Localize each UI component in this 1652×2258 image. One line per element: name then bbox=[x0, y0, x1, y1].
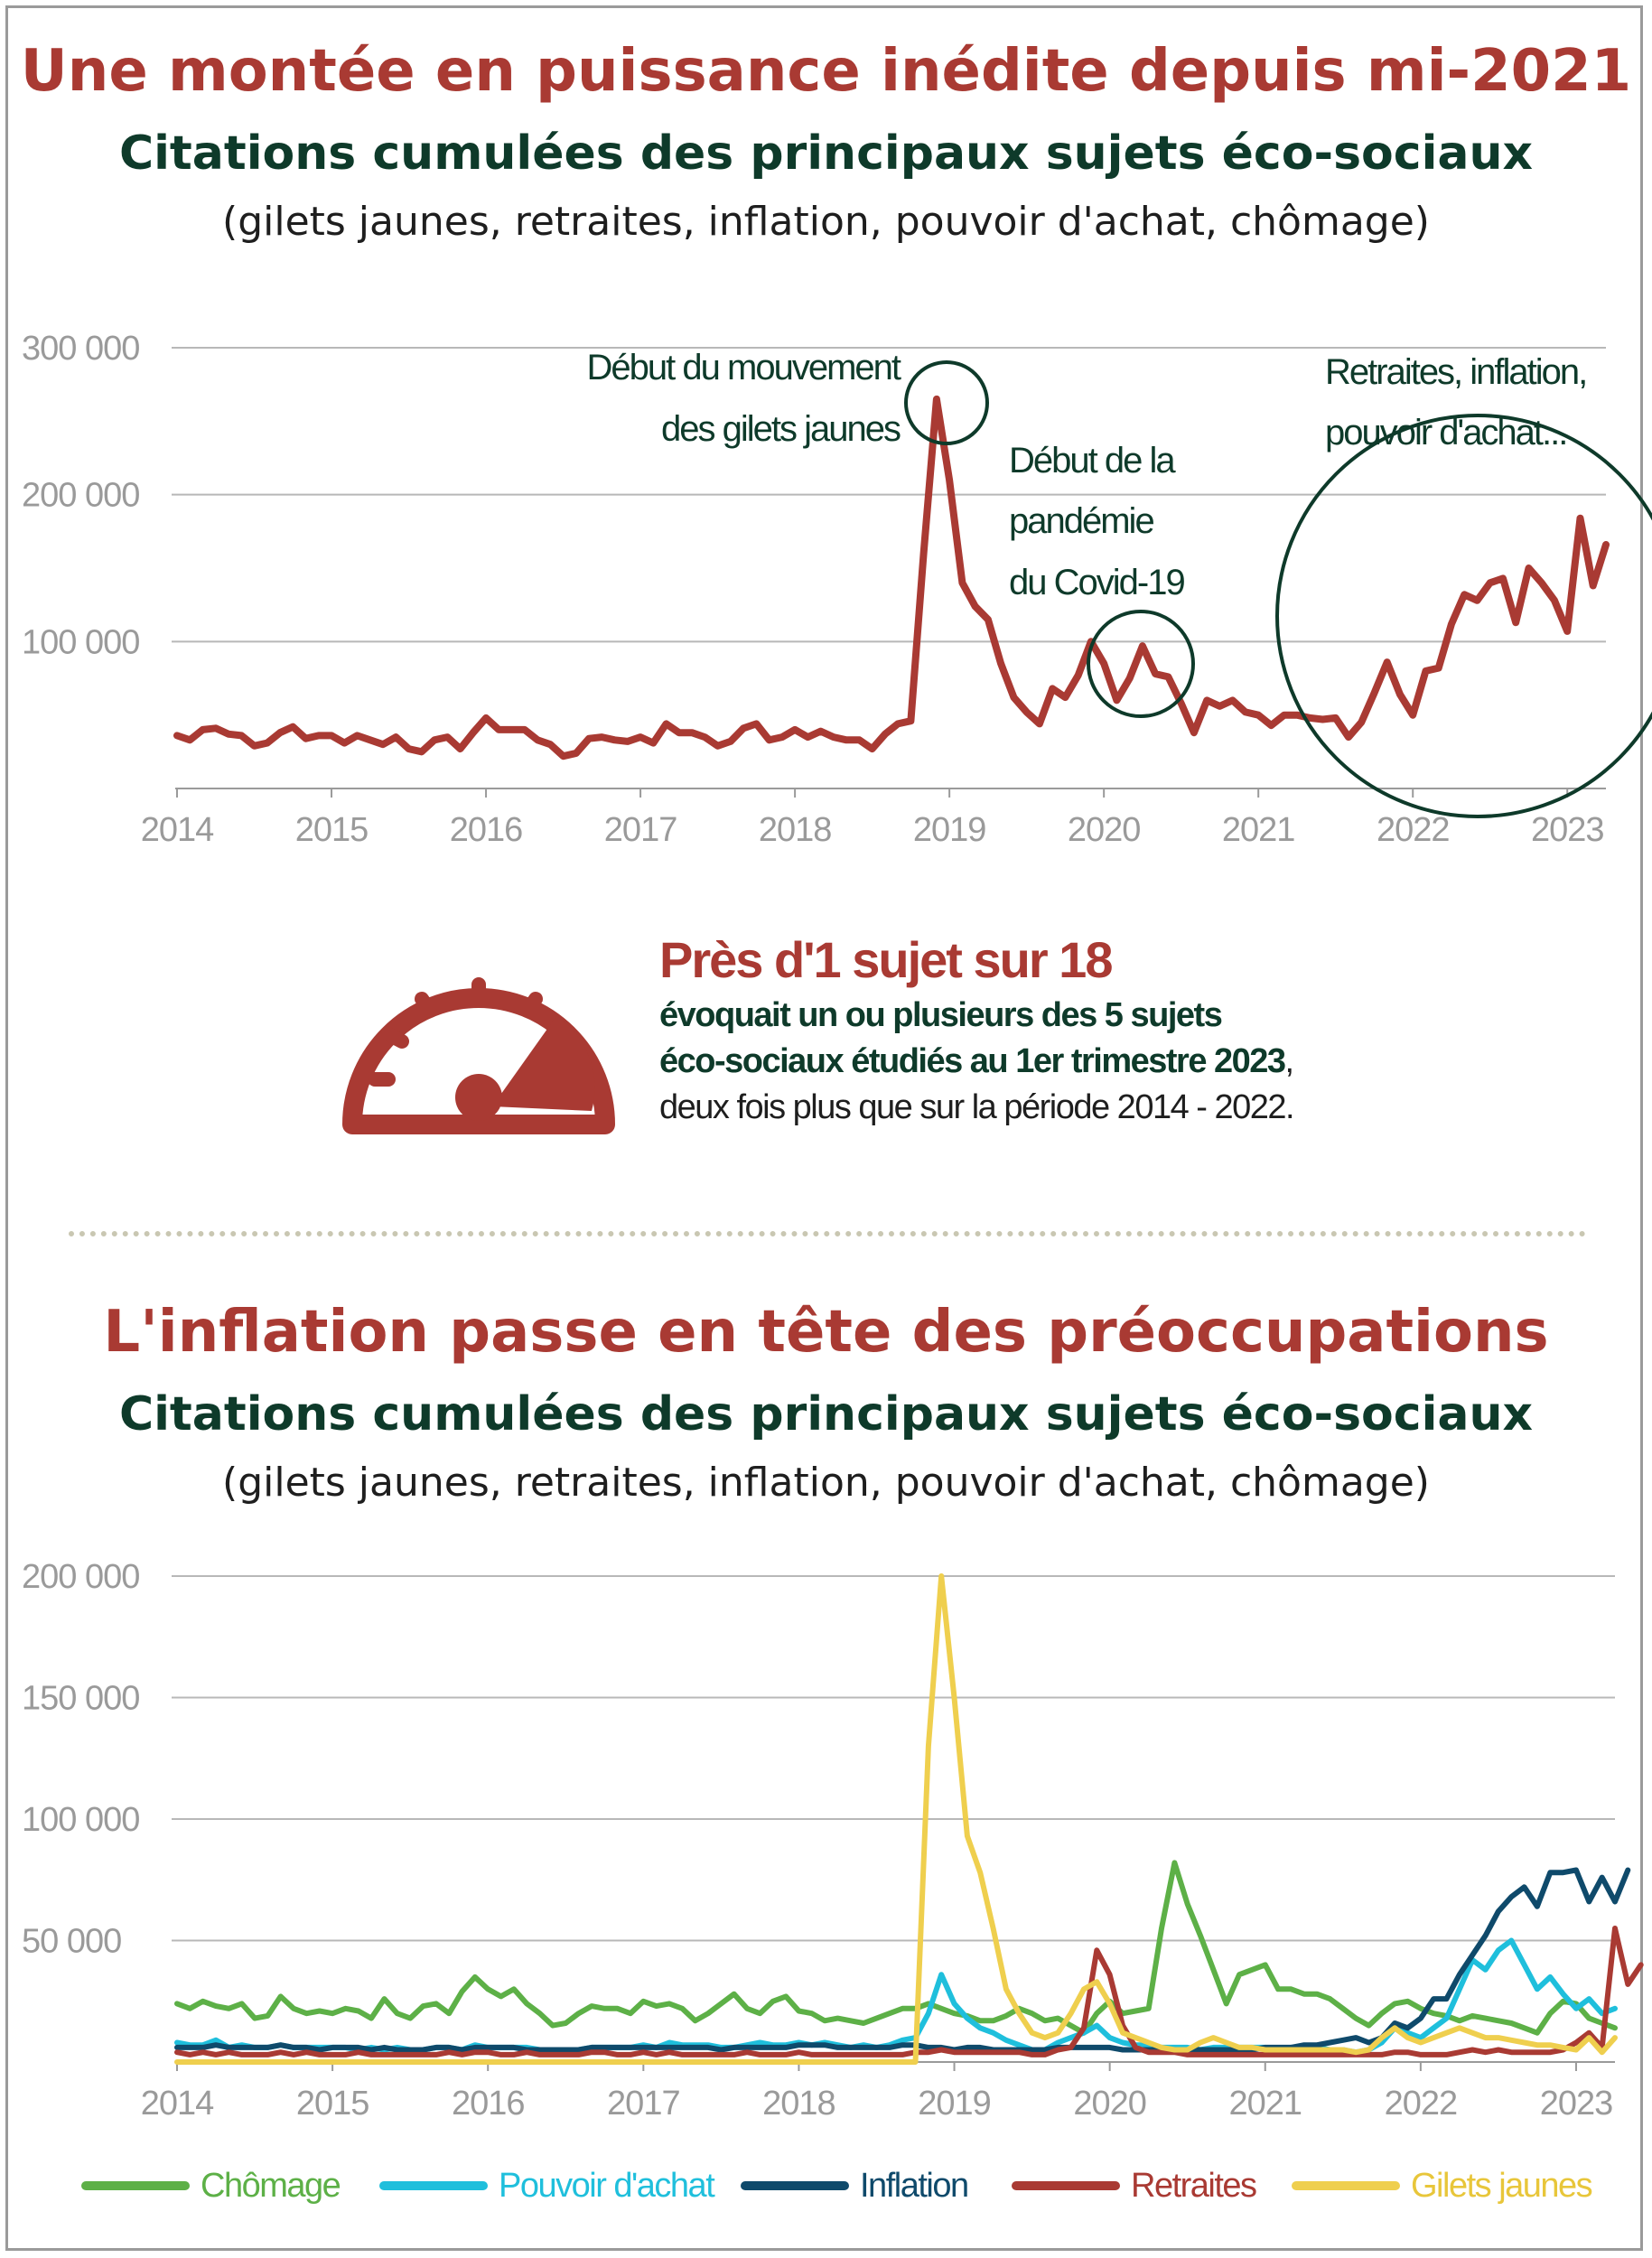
series-line-retraites bbox=[174, 1926, 1644, 2057]
legend-label: Pouvoir d'achat bbox=[499, 2166, 715, 2205]
x-tick-label: 2020 bbox=[1068, 811, 1141, 849]
chart-by-topic: 200 000 150 000 100 000 50 000 2014 2015 2016 2… bbox=[22, 1558, 1644, 2123]
x-tick-label: 2021 bbox=[1222, 811, 1295, 849]
chart-total-citations: 300 000 200 000 100 000 2014 2015 2016 2017 201… bbox=[22, 330, 1652, 849]
x-tick-label: 2014 bbox=[141, 2085, 214, 2123]
legend-item: Pouvoir d'achat bbox=[379, 2159, 715, 2213]
annotation-retraites-1: Retraites, inflation, bbox=[1325, 352, 1586, 392]
x-tick-label: 2019 bbox=[918, 2085, 991, 2123]
section2-title: L'inflation passe en tête des préoccupat… bbox=[103, 1299, 1549, 1366]
legend-item: Inflation bbox=[741, 2159, 969, 2213]
series-line-total bbox=[173, 395, 1610, 760]
x-tick-label: 2022 bbox=[1385, 2085, 1458, 2123]
annotation-gilets-1: Début du mouvement bbox=[587, 348, 901, 387]
speedometer-icon bbox=[342, 977, 615, 1134]
x-tick-label: 2021 bbox=[1228, 2085, 1302, 2123]
series-line-inflation bbox=[174, 1867, 1631, 2053]
legend-item: Retraites bbox=[1012, 2159, 1257, 2213]
annotation-circle-retraites bbox=[1275, 414, 1652, 818]
annotation-covid-1: Début de la bbox=[1009, 441, 1176, 481]
legend-swatch bbox=[1292, 2181, 1400, 2190]
x-tick-label: 2017 bbox=[607, 2085, 680, 2123]
annotation-circle-covid bbox=[1087, 610, 1195, 718]
page-frame bbox=[5, 5, 1643, 2251]
section1-title: Une montée en puissance inédite depuis m… bbox=[20, 38, 1632, 105]
x-tick-label: 2020 bbox=[1073, 2085, 1146, 2123]
x-tick-label: 2016 bbox=[452, 2085, 525, 2123]
legend-swatch bbox=[741, 2181, 849, 2190]
stat-block: Près d'1 sujet sur 18 évoquait un ou plu… bbox=[659, 930, 1608, 1127]
x-tick-label: 2016 bbox=[450, 811, 523, 849]
annotation-gilets-2: des gilets jaunes bbox=[661, 409, 901, 449]
x-tick-label: 2023 bbox=[1531, 811, 1604, 849]
legend-label: Retraites bbox=[1131, 2166, 1257, 2205]
y-tick-label: 200 000 bbox=[22, 1558, 139, 1596]
y-tick-label: 150 000 bbox=[22, 1680, 139, 1718]
y-tick-label: 300 000 bbox=[22, 330, 139, 368]
dotted-divider bbox=[69, 1231, 1586, 1236]
x-tick-label: 2014 bbox=[141, 811, 214, 849]
section1-subtitle: Citations cumulées des principaux sujets… bbox=[118, 126, 1534, 181]
y-tick-label: 100 000 bbox=[22, 623, 139, 661]
x-tick-label: 2018 bbox=[762, 2085, 835, 2123]
legend-label: Inflation bbox=[860, 2166, 969, 2205]
x-tick-label: 2019 bbox=[913, 811, 986, 849]
x-tick-label: 2015 bbox=[295, 811, 369, 849]
section1-subtitle2: (gilets jaunes, retraites, inflation, po… bbox=[222, 199, 1430, 245]
stat-headline: Près d'1 sujet sur 18 bbox=[659, 931, 1113, 988]
x-tick-label: 2022 bbox=[1377, 811, 1450, 849]
y-tick-label: 200 000 bbox=[22, 477, 139, 515]
x-tick-label: 2018 bbox=[759, 811, 832, 849]
legend-swatch bbox=[379, 2181, 488, 2190]
legend-swatch bbox=[81, 2181, 190, 2190]
annotation-covid-3: du Covid-19 bbox=[1009, 563, 1184, 602]
annotation-covid-2: pandémie bbox=[1009, 501, 1153, 541]
annotation-retraites-2: pouvoir d'achat... bbox=[1325, 413, 1566, 453]
stat-line1: évoquait un ou plusieurs des 5 sujets bbox=[659, 996, 1223, 1034]
annotation-circle-gilets bbox=[904, 360, 989, 445]
legend-swatch bbox=[1012, 2181, 1120, 2190]
section2-subtitle2: (gilets jaunes, retraites, inflation, po… bbox=[222, 1460, 1430, 1506]
stat-line2-bold: éco-sociaux étudiés au 1er trimestre 202… bbox=[659, 1042, 1286, 1080]
y-tick-label: 100 000 bbox=[22, 1801, 139, 1839]
legend-label: Gilets jaunes bbox=[1411, 2166, 1593, 2205]
x-tick-label: 2017 bbox=[604, 811, 677, 849]
series-line-ch-mage bbox=[174, 1860, 1618, 2036]
y-tick-label: 50 000 bbox=[22, 1923, 121, 1961]
legend-item: Chômage bbox=[81, 2159, 341, 2213]
legend-label: Chômage bbox=[201, 2166, 341, 2205]
stat-line2-tail: , bbox=[1284, 1042, 1295, 1080]
series-line-pouvoir-d-achat bbox=[174, 1937, 1618, 2056]
x-tick-label: 2015 bbox=[296, 2085, 369, 2123]
series-line-gilets-jaunes bbox=[174, 1573, 1618, 2065]
stat-line3: deux fois plus que sur la période 2014 -… bbox=[659, 1088, 1295, 1126]
section2-subtitle: Citations cumulées des principaux sujets… bbox=[118, 1387, 1534, 1442]
chart-legend: Chômage Pouvoir d'achat Inflation Retraites… bbox=[0, 2159, 1652, 2213]
x-tick-label: 2023 bbox=[1540, 2085, 1613, 2123]
legend-item: Gilets jaunes bbox=[1292, 2159, 1593, 2213]
